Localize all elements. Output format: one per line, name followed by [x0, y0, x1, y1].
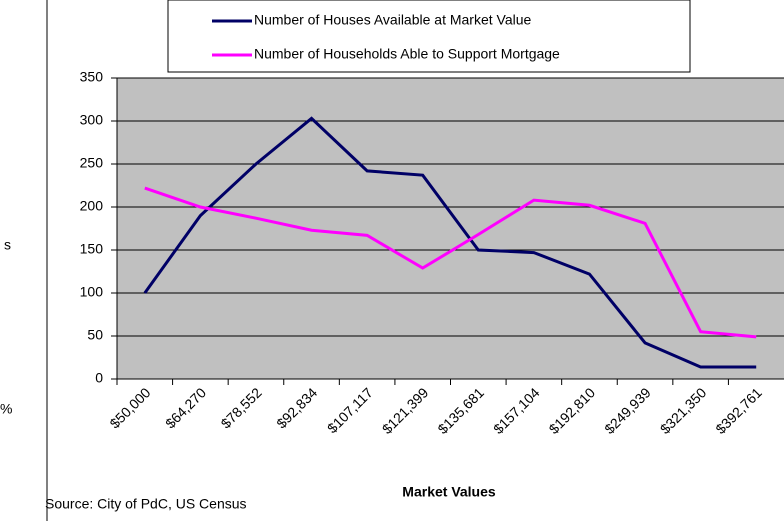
y-tick-label: 200: [80, 198, 104, 214]
series-line: [144, 186, 757, 339]
x-tick-label: $321,350: [657, 384, 710, 437]
y-tick-label: 0: [95, 370, 103, 386]
x-tick-label: $157,104: [490, 384, 543, 437]
x-tick-label: $78,552: [218, 384, 265, 431]
x-tick-label: $92,834: [273, 384, 320, 431]
legend-label: Number of Houses Available at Market Val…: [254, 12, 532, 28]
x-axis-title: Market Values: [402, 484, 496, 500]
x-tick-label: $64,270: [162, 384, 209, 431]
y-tick-label: 150: [80, 241, 104, 257]
legend-label: Number of Households Able to Support Mor…: [254, 46, 560, 62]
x-tick-label: $107,117: [324, 384, 376, 436]
x-tick-label: $121,399: [379, 384, 432, 437]
y-tick-label: 100: [80, 284, 104, 300]
plot-area: [117, 78, 784, 379]
source-note: Source: City of PdC, US Census: [45, 496, 247, 512]
x-tick-label: $50,000: [106, 384, 153, 431]
y-tick-label: 350: [80, 69, 104, 85]
legend: [167, 0, 691, 73]
x-tick-label: $135,681: [434, 384, 487, 437]
y-tick-label: 50: [87, 327, 103, 343]
x-tick-label: $249,939: [601, 384, 654, 437]
x-tick-label: $192,810: [546, 384, 599, 437]
fragment: s: [4, 237, 11, 253]
y-tick-label: 250: [80, 155, 104, 171]
y-tick-label: 300: [80, 112, 104, 128]
fragment: %: [0, 401, 12, 417]
series-line: [143, 116, 757, 369]
x-tick-label: $392,761: [712, 384, 765, 437]
